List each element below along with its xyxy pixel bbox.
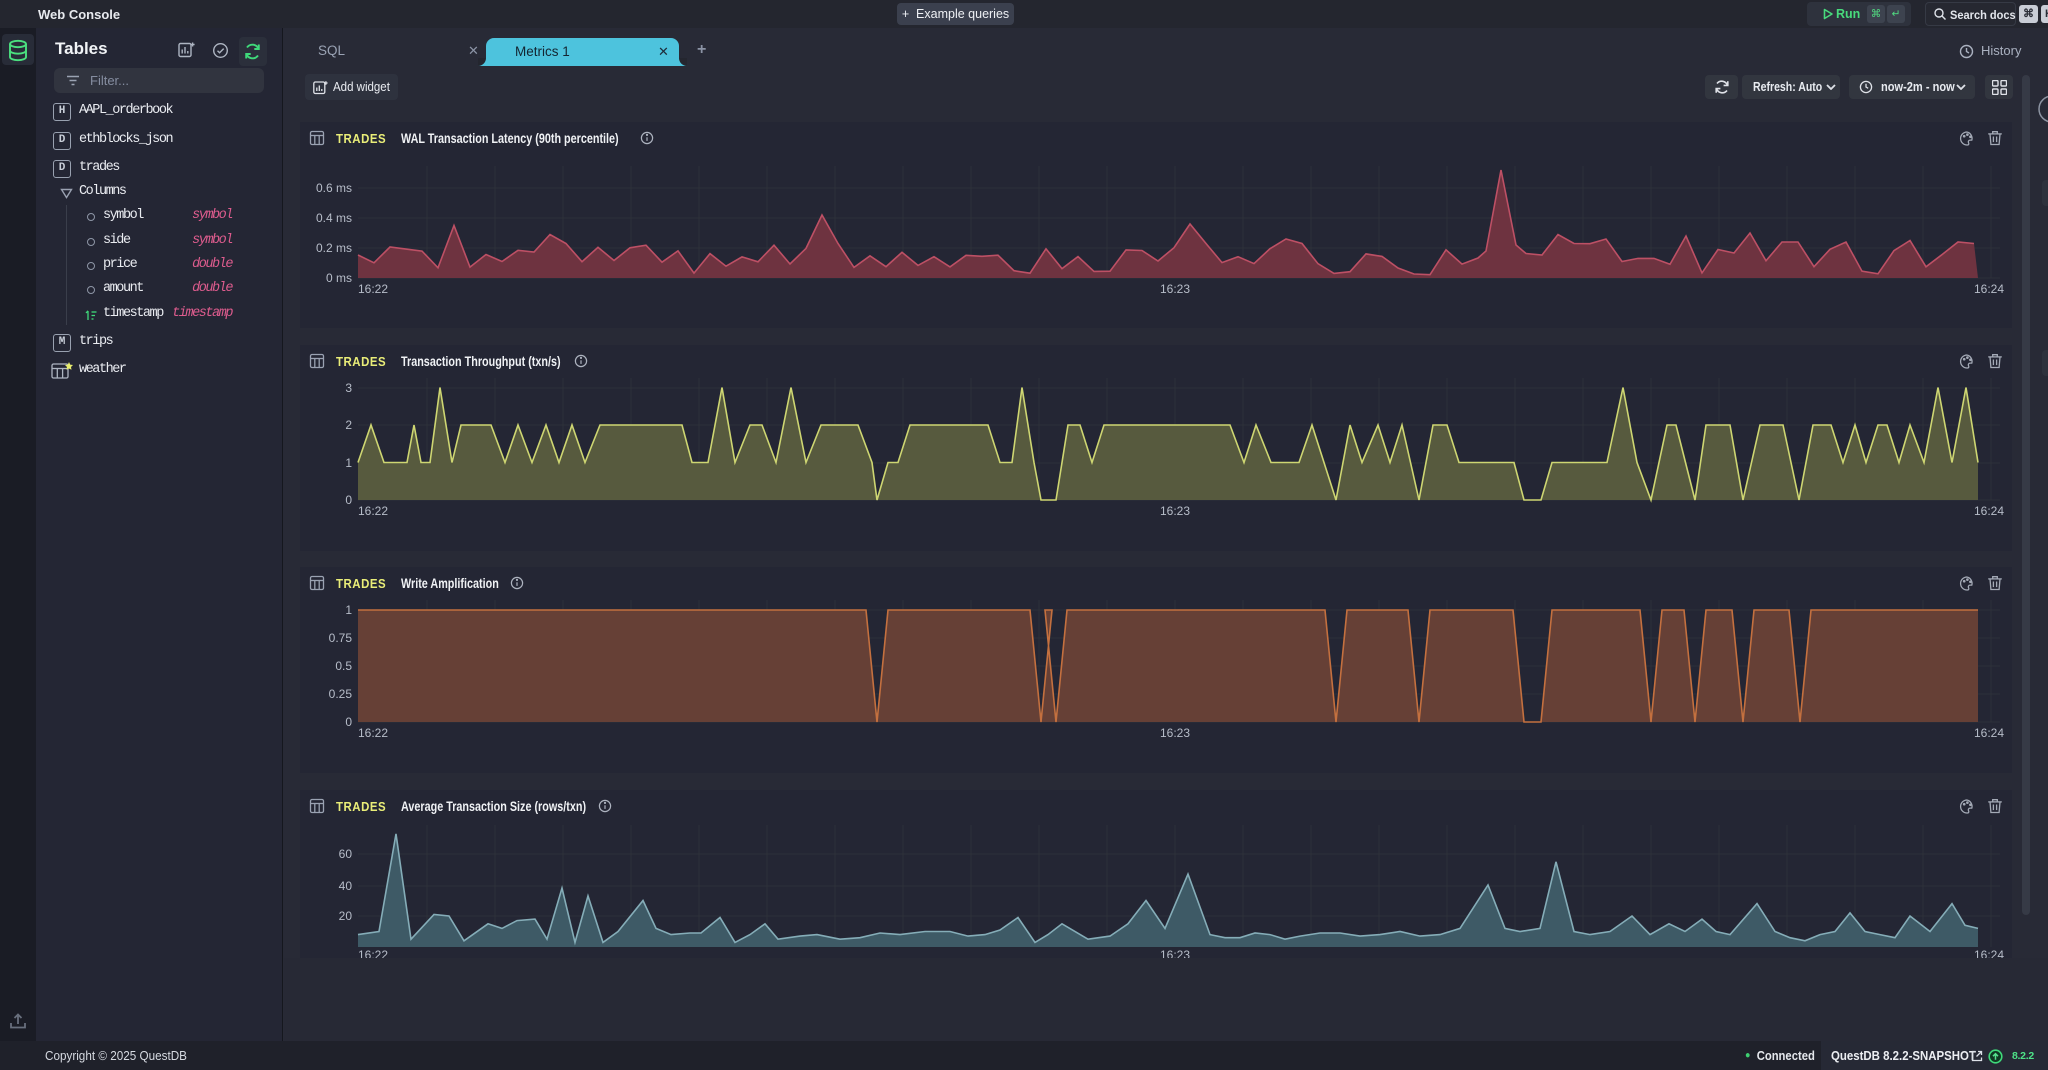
svg-text:0.25: 0.25	[329, 687, 353, 701]
svg-text:0.5: 0.5	[335, 659, 352, 673]
svg-text:1: 1	[345, 603, 352, 617]
svg-text:16:24: 16:24	[1974, 726, 2004, 740]
svg-text:16:22: 16:22	[358, 282, 388, 296]
svg-text:0.75: 0.75	[329, 631, 353, 645]
svg-text:40: 40	[339, 879, 353, 893]
svg-text:16:23: 16:23	[1160, 282, 1190, 296]
svg-text:16:24: 16:24	[1974, 282, 2004, 296]
svg-text:2: 2	[345, 418, 352, 432]
svg-text:0.4 ms: 0.4 ms	[316, 211, 352, 225]
svg-text:0: 0	[345, 715, 352, 729]
svg-text:16:22: 16:22	[358, 504, 388, 518]
svg-text:3: 3	[345, 381, 352, 395]
svg-text:0: 0	[345, 493, 352, 507]
svg-text:16:22: 16:22	[358, 726, 388, 740]
svg-text:0 ms: 0 ms	[326, 271, 352, 285]
svg-text:1: 1	[345, 456, 352, 470]
svg-text:0.6 ms: 0.6 ms	[316, 181, 352, 195]
svg-text:16:23: 16:23	[1160, 726, 1190, 740]
svg-text:16:24: 16:24	[1974, 504, 2004, 518]
svg-text:20: 20	[339, 909, 353, 923]
svg-text:16:23: 16:23	[1160, 504, 1190, 518]
svg-text:60: 60	[339, 847, 353, 861]
svg-text:0.2 ms: 0.2 ms	[316, 241, 352, 255]
